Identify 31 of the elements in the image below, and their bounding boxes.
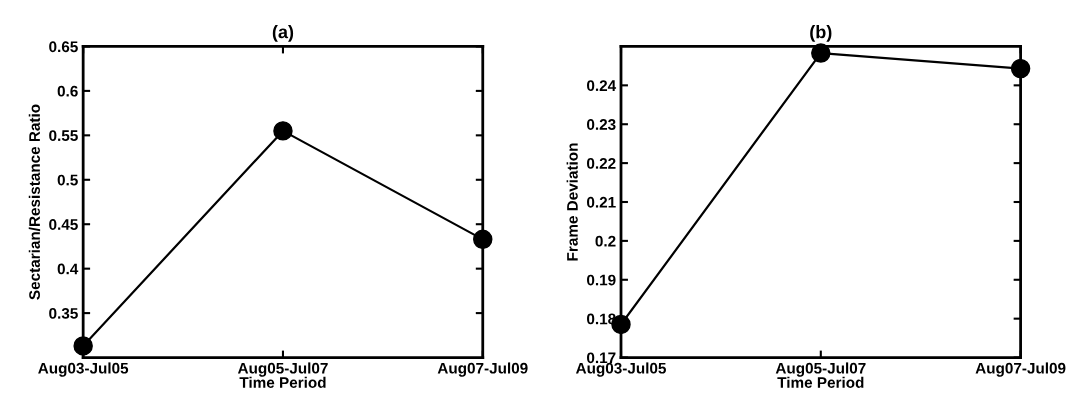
point — [273, 121, 293, 141]
y-tick-label: 0.17 — [587, 352, 616, 364]
x-tick-label: Aug03-Jul05 — [575, 362, 666, 377]
y-tick-label: 0.22 — [587, 157, 616, 169]
x-axis-title: Time Period — [239, 376, 326, 388]
y-tick-label: 0.55 — [49, 130, 78, 142]
y-tick-label: 0.2 — [595, 235, 616, 247]
point — [1010, 58, 1031, 79]
y-axis-title: Frame Deviation — [566, 143, 578, 261]
x-tick-label: Aug07-Jul09 — [437, 362, 528, 377]
y-tick-label: 0.45 — [49, 219, 78, 230]
point — [473, 229, 493, 250]
x-tick-label: Aug05-Jul07 — [775, 362, 866, 377]
x-tick-label: Aug03-Jul05 — [38, 362, 129, 377]
y-tick-label: 0.35 — [49, 307, 78, 319]
x-tick-label: Aug05-Jul07 — [237, 362, 328, 377]
y-tick-label: 0.24 — [587, 80, 617, 92]
y-tick-label: 0.4 — [57, 263, 79, 275]
y-tick-label: 0.21 — [587, 196, 616, 208]
y-tick-label: 0.6 — [57, 85, 78, 97]
point — [73, 336, 93, 356]
y-axis-title: Sectarian/Resistance Ratio — [28, 104, 41, 300]
y-tick-label: 0.5 — [57, 174, 78, 186]
x-tick-label: Aug07-Jul09 — [975, 362, 1066, 377]
chart-title: (a) — [272, 25, 294, 42]
chart-title: (b) — [810, 25, 832, 42]
y-tick-label: 0.23 — [587, 119, 616, 130]
y-tick-label: 0.65 — [49, 41, 78, 53]
y-tick-label: 0.19 — [587, 274, 616, 286]
point — [811, 43, 831, 63]
x-axis-title: Time Period — [777, 376, 864, 388]
